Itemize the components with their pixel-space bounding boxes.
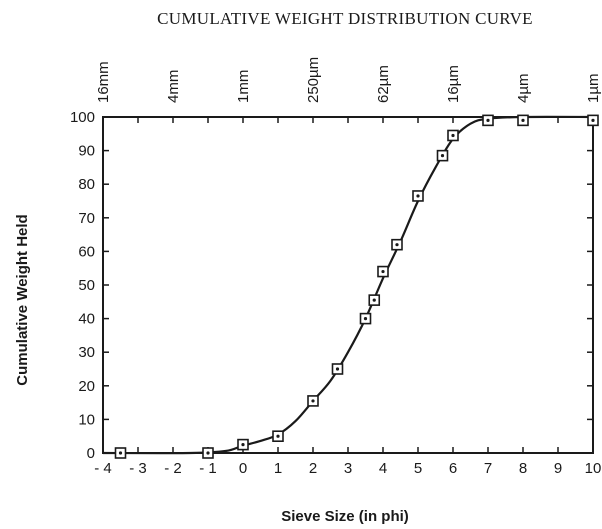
data-point [391, 238, 403, 251]
data-point-dot [311, 399, 315, 403]
x-tick-label: - 4 [94, 460, 112, 477]
data-point-dot [521, 118, 525, 122]
data-point-dot [276, 434, 280, 438]
data-point-dot [381, 269, 385, 274]
data-point [359, 312, 372, 325]
data-point-dot [363, 317, 368, 321]
fitted-curve [102, 115, 594, 455]
data-point [447, 129, 459, 142]
y-tick-label: 50 [78, 277, 95, 294]
data-point-dot [451, 133, 455, 138]
data-point [436, 149, 449, 162]
data-point-dot [206, 451, 210, 455]
x-tick-label: 2 [309, 460, 317, 477]
chart-title: CUMULATIVE WEIGHT DISTRIBUTION CURVE [157, 9, 533, 28]
top-axis-label: 1mm [235, 70, 252, 103]
y-tick-label: 20 [78, 378, 95, 395]
data-markers [114, 114, 599, 459]
x-tick-label: 10 [585, 460, 602, 477]
data-point [377, 265, 389, 278]
data-point-dot [486, 118, 490, 122]
y-tick-label: 100 [70, 109, 95, 126]
data-point [482, 114, 494, 127]
y-tick-label: 70 [78, 210, 95, 227]
top-axis-label: 250µm [305, 57, 322, 103]
y-tick-label: 80 [78, 176, 95, 193]
data-point-dot [335, 367, 340, 371]
x-tick-label: 5 [414, 460, 422, 477]
y-tick-label: 60 [78, 243, 95, 260]
x-axis-label: Sieve Size (in phi) [281, 508, 409, 525]
data-point [412, 190, 424, 202]
plot-area: - 4 - 3 - 2 - 1 0 1 2 3 4 5 6 7 8 9 10 0 10 20 30 40 50 60 70… [70, 109, 601, 477]
data-point [307, 395, 319, 407]
data-point-dot [372, 298, 376, 302]
data-point [202, 447, 214, 459]
x-tick-label: 4 [379, 460, 387, 477]
data-point [587, 114, 599, 127]
top-axis-label: 4µm [515, 74, 532, 103]
x-ticks: - 4 - 3 - 2 - 1 0 1 2 3 4 5 6 7 8 9 10 [94, 117, 601, 477]
y-ticks: 0 10 20 30 40 50 60 70 80 90 100 [70, 109, 593, 462]
x-tick-label: - 3 [129, 460, 147, 477]
x-tick-label: 6 [449, 460, 457, 477]
x-tick-label: - 2 [164, 460, 182, 477]
data-point [272, 430, 284, 443]
data-point-dot [591, 118, 595, 122]
top-axis-label: 62µm [375, 65, 392, 103]
data-point [237, 438, 249, 451]
top-axis-label: 16µm [445, 65, 462, 103]
data-point-dot [118, 451, 123, 455]
x-tick-label: 3 [344, 460, 352, 477]
data-point [517, 114, 529, 127]
top-axis-label: 16mm [95, 61, 112, 103]
y-tick-label: 0 [87, 445, 95, 462]
x-tick-label: 8 [519, 460, 527, 477]
y-tick-label: 30 [78, 344, 95, 361]
top-axis-labels: 16mm 4mm 1mm 250µm 62µm 16µm 4µm 1µm [95, 57, 602, 103]
data-point-dot [241, 443, 245, 447]
x-tick-label: 1 [274, 460, 282, 477]
y-tick-label: 90 [78, 143, 95, 160]
data-point [114, 447, 127, 459]
x-tick-label: - 1 [199, 460, 217, 477]
x-tick-label: 9 [554, 460, 562, 477]
data-point [331, 363, 344, 375]
top-axis-label: 1µm [585, 74, 602, 103]
data-point-dot [416, 194, 420, 198]
y-tick-label: 40 [78, 311, 95, 328]
data-point-dot [395, 243, 399, 247]
x-tick-label: 0 [239, 460, 247, 477]
y-axis-label: Cumulative Weight Held [14, 214, 31, 385]
y-tick-label: 10 [78, 411, 95, 428]
top-axis-label: 4mm [165, 70, 182, 103]
data-point-dot [440, 154, 445, 158]
data-point [368, 294, 381, 306]
plot-frame [102, 116, 594, 454]
x-tick-label: 7 [484, 460, 492, 477]
